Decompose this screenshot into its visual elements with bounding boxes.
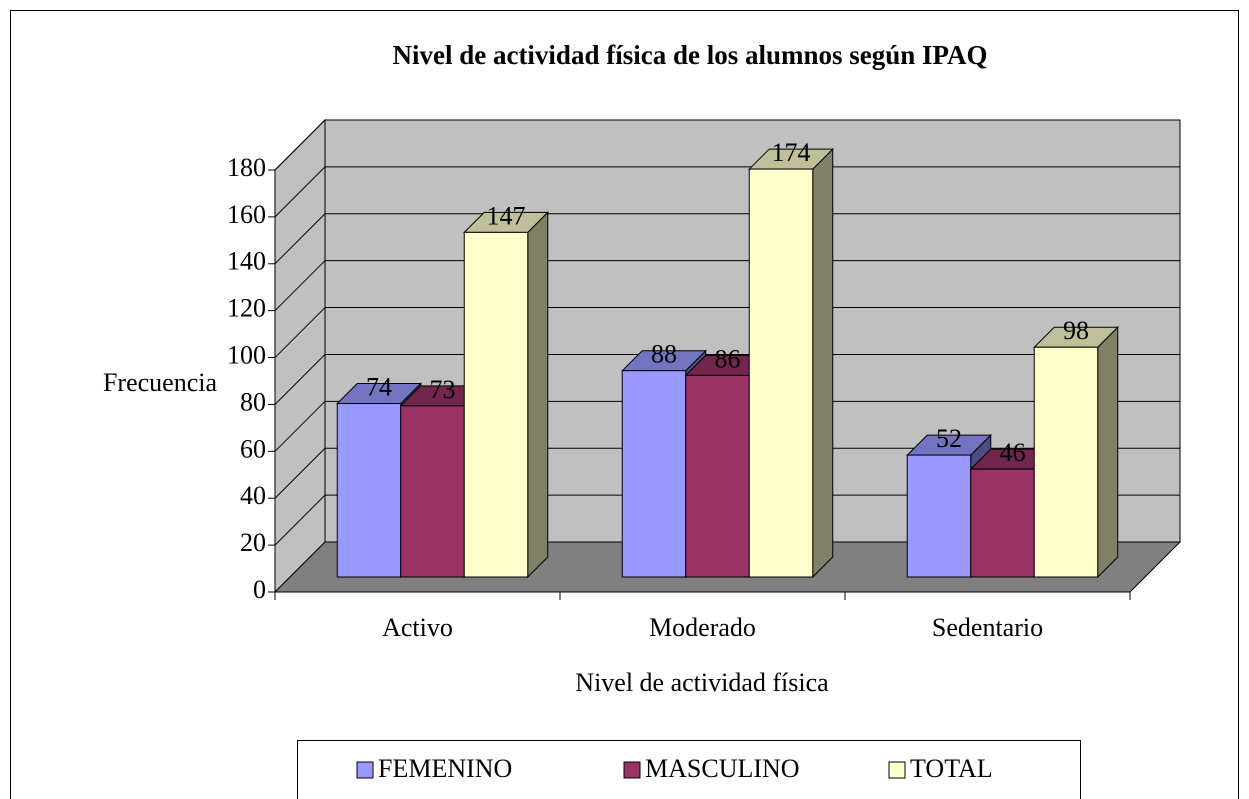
legend-swatch — [888, 761, 906, 779]
bar — [336, 403, 402, 578]
y-axis-title: Frecuencia — [103, 368, 218, 397]
grid-line — [274, 119, 326, 171]
bar — [970, 468, 1035, 578]
bar — [463, 231, 529, 578]
legend-label: MASCULINO — [645, 754, 800, 783]
legend-label: FEMENINO — [378, 754, 512, 783]
value-label: 98 — [1063, 316, 1089, 345]
y-tick-label: 100 — [227, 341, 266, 370]
y-tick-label: 80 — [240, 387, 266, 416]
legend-swatch — [623, 761, 641, 779]
x-tick-label: Activo — [382, 613, 453, 642]
grid-line — [274, 494, 326, 546]
bar — [621, 370, 687, 578]
value-label: 52 — [936, 424, 962, 453]
value-label: 174 — [772, 138, 811, 167]
grid-line — [274, 307, 326, 358]
bar — [1033, 346, 1099, 578]
bar-side — [812, 147, 834, 579]
bar — [906, 454, 972, 578]
bar-side — [527, 211, 549, 579]
legend-swatch — [356, 761, 374, 779]
x-axis-title: Nivel de actividad física — [575, 668, 829, 697]
legend-box — [297, 740, 1081, 799]
grid-line — [274, 260, 326, 312]
value-label: 46 — [1000, 438, 1026, 467]
y-tick-label: 20 — [240, 528, 266, 557]
bar — [748, 168, 814, 578]
x-tick-label: Sedentario — [932, 613, 1043, 642]
y-tick-label: 160 — [227, 200, 266, 229]
x-tick-label: Moderado — [649, 613, 756, 642]
bar — [400, 405, 465, 578]
bar-side — [1097, 326, 1119, 579]
y-tick-label: 180 — [227, 153, 266, 182]
value-label: 88 — [651, 340, 677, 369]
grid-line — [274, 400, 326, 452]
y-tick-label: 120 — [227, 294, 266, 323]
value-label: 86 — [715, 344, 741, 373]
legend-label: TOTAL — [910, 754, 993, 783]
grid-line — [274, 213, 326, 265]
y-tick-label: 60 — [240, 434, 266, 463]
y-tick-label: 0 — [253, 575, 266, 604]
value-label: 74 — [366, 372, 392, 401]
grid-line — [274, 354, 326, 405]
chart-title: Nivel de actividad física de los alumnos… — [392, 40, 987, 70]
chart-border — [10, 10, 1239, 799]
value-label: 147 — [487, 201, 526, 230]
grid-line — [274, 447, 326, 499]
grid-line — [274, 166, 326, 218]
side-wall — [274, 118, 326, 594]
value-label: 73 — [430, 375, 456, 404]
y-tick-label: 140 — [227, 247, 266, 276]
bar — [685, 374, 750, 578]
y-tick-label: 40 — [240, 481, 266, 510]
